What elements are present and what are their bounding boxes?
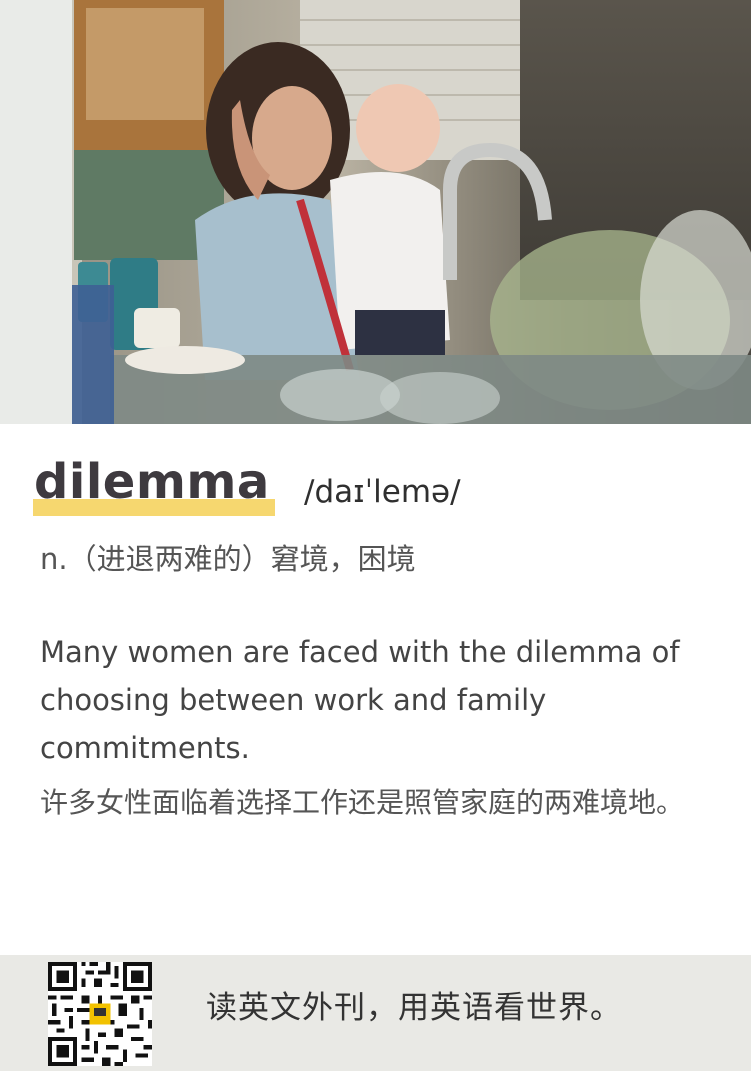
phonetic-transcription: /daɪˈlemə/ (304, 474, 461, 510)
footer-slogan: 读英文外刊，用英语看世界。 (206, 990, 622, 1026)
headword: dilemma (34, 454, 270, 510)
example-sentence-chinese: 许多女性面临着选择工作还是照管家庭的两难境地。 (40, 786, 685, 819)
qr-code-icon (48, 962, 152, 1066)
word-highlight (33, 499, 275, 516)
header-photo (0, 0, 751, 424)
example-sentence-english: Many women are faced with the dilemma of… (40, 635, 680, 765)
definition: n.（进退两难的）窘境，困境 (40, 542, 416, 576)
